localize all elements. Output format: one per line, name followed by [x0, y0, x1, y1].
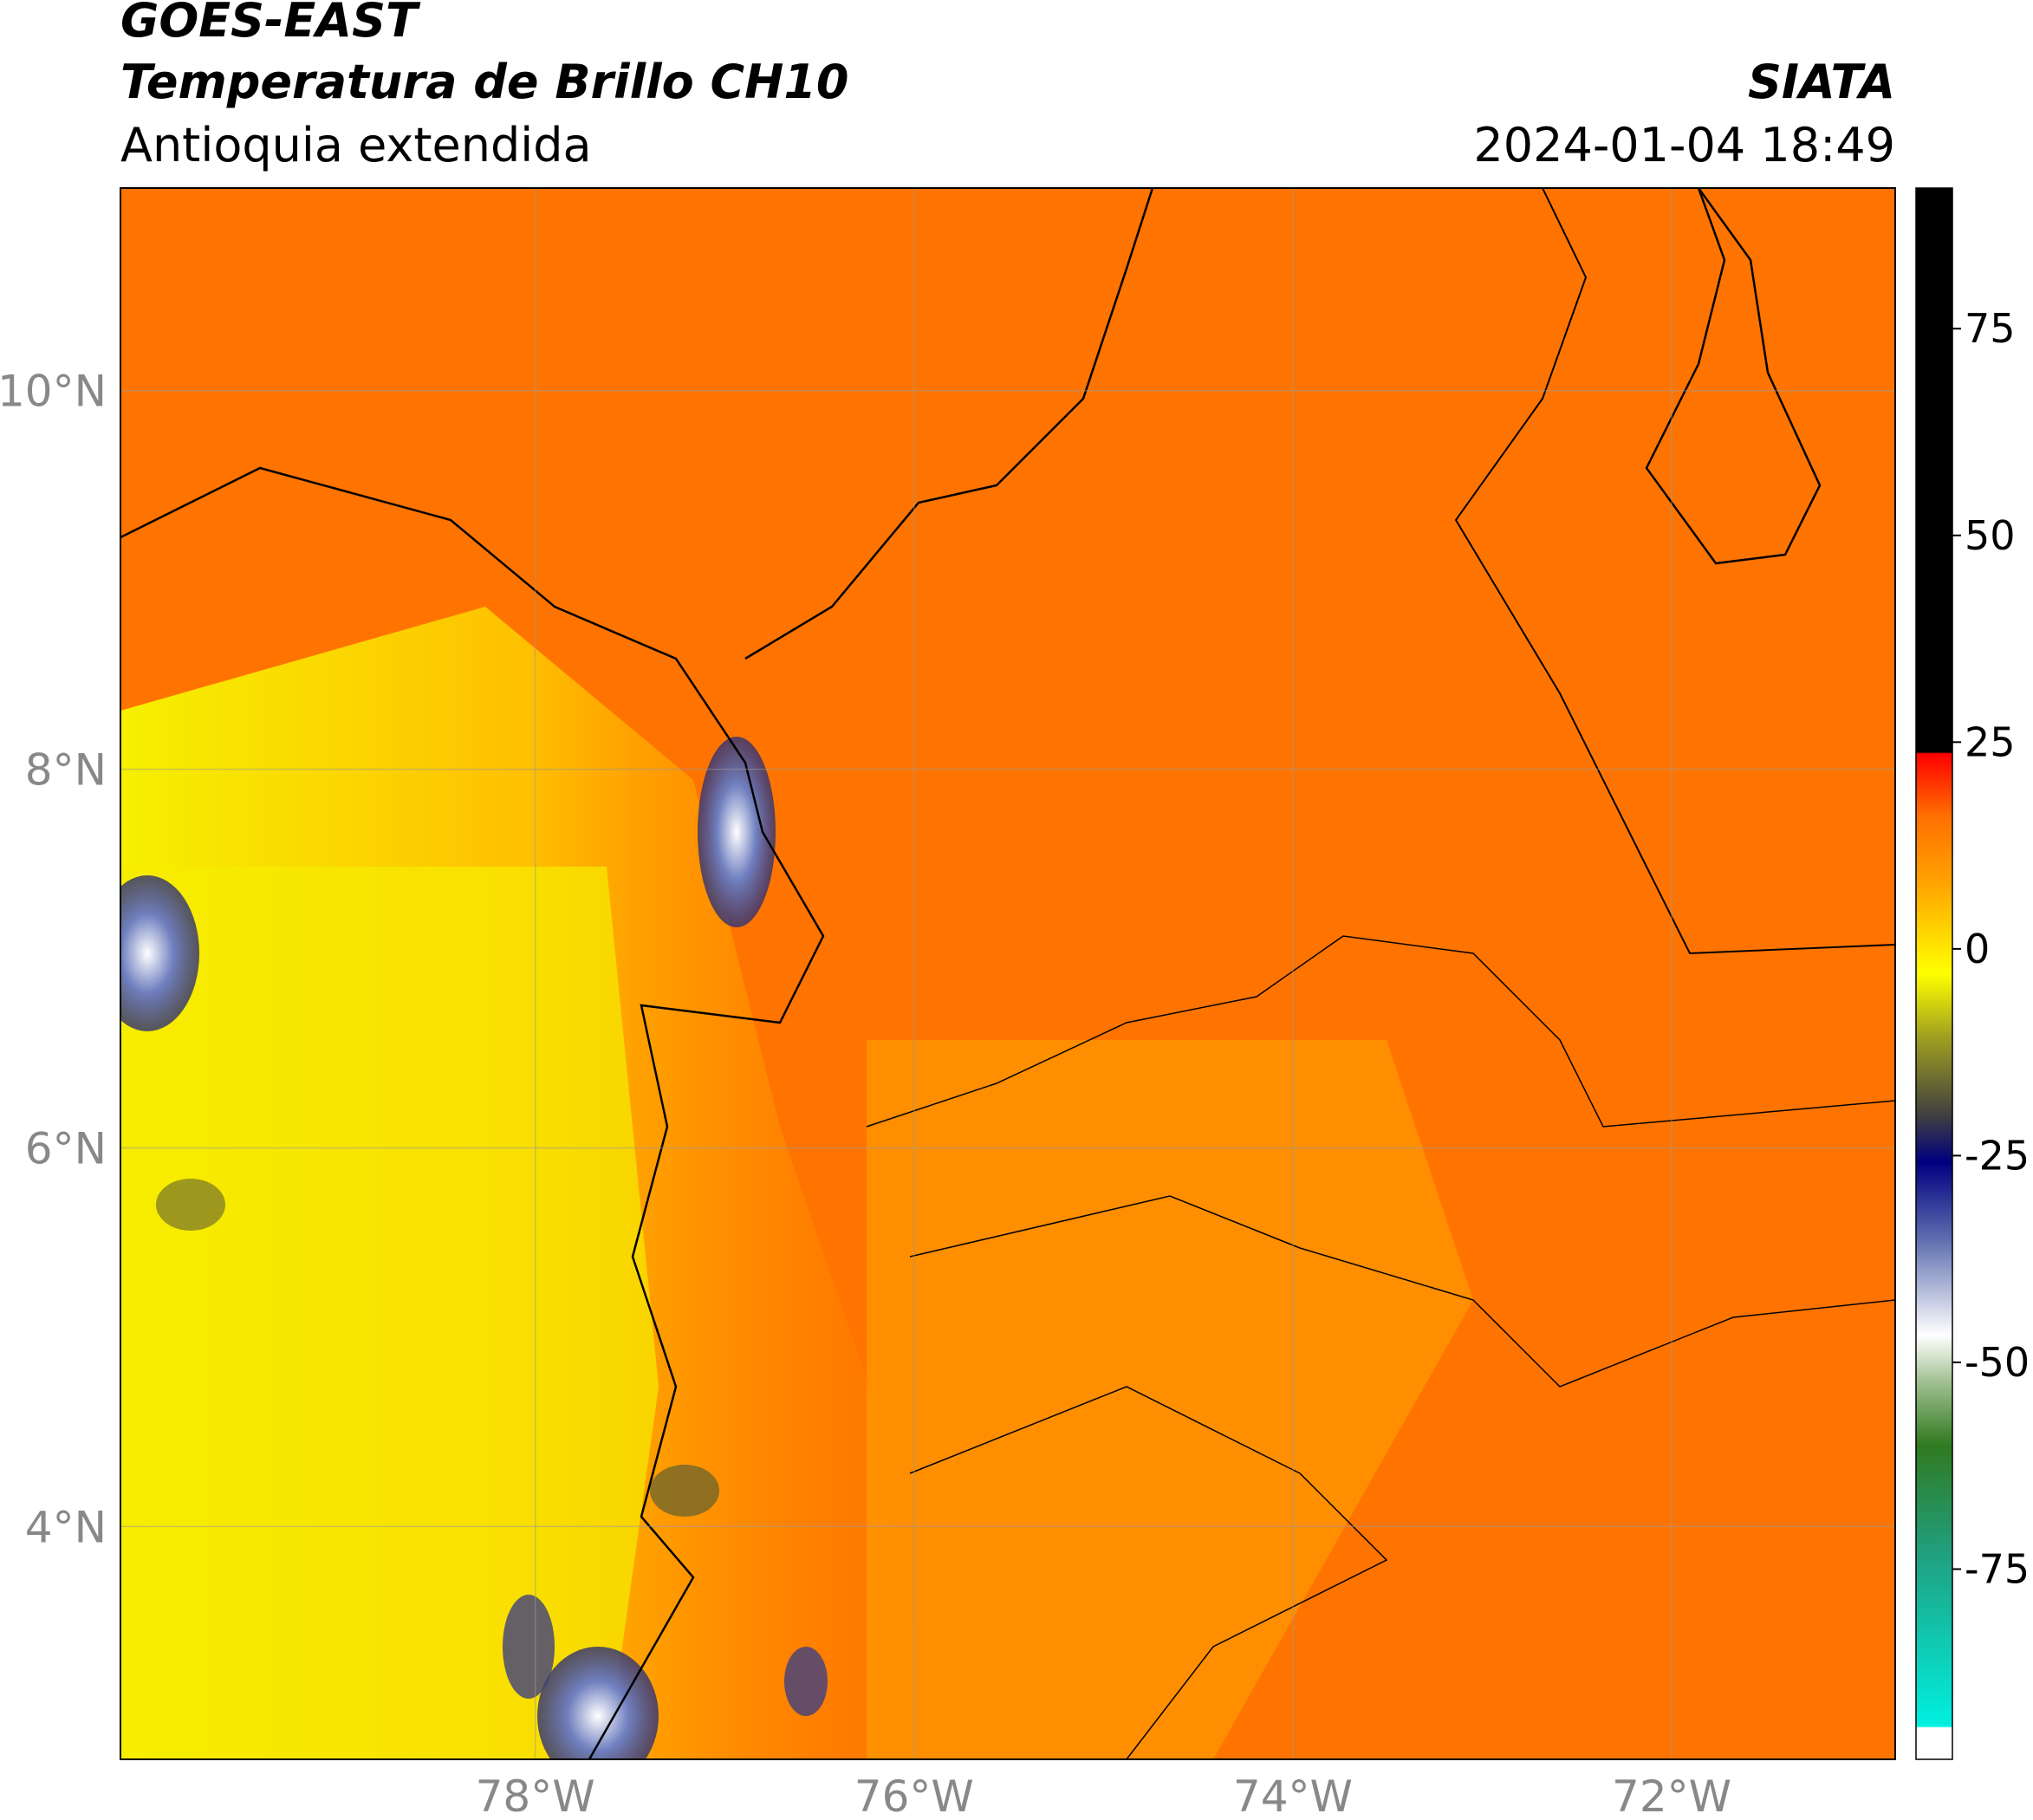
colorbar-label: 50 — [1965, 512, 2016, 559]
datetime: 2024-01-04 18:49 — [1473, 118, 1895, 172]
x-tick-label: 76°W — [854, 1771, 974, 1820]
grid — [120, 188, 1895, 1759]
colorbar-label: 25 — [1965, 718, 2016, 765]
y-tick-label: 6°N — [25, 1123, 107, 1173]
y-tick-label: 4°N — [25, 1502, 107, 1552]
map-frame — [120, 187, 1896, 1760]
colorbar-label: -75 — [1965, 1546, 2030, 1593]
y-tick-label: 8°N — [25, 745, 107, 796]
x-tick-label: 78°W — [476, 1771, 595, 1820]
region: Antioquia extendida — [120, 118, 592, 172]
y-tick-label: 10°N — [0, 367, 107, 417]
colorbar-label: -50 — [1965, 1339, 2030, 1386]
colorbar — [1915, 187, 1953, 1760]
colorbar-label: 0 — [1965, 926, 1990, 972]
satellite-image — [120, 188, 1895, 1759]
subtitle: Temperatura de Brillo CH10 — [120, 55, 849, 109]
source: SIATA — [1748, 55, 1895, 109]
x-tick-label: 74°W — [1233, 1771, 1353, 1820]
colorbar-label: -25 — [1965, 1132, 2030, 1179]
x-tick-label: 72°W — [1612, 1771, 1731, 1820]
title: GOES-EAST — [120, 0, 421, 48]
colorbar-label: 75 — [1965, 305, 2016, 352]
